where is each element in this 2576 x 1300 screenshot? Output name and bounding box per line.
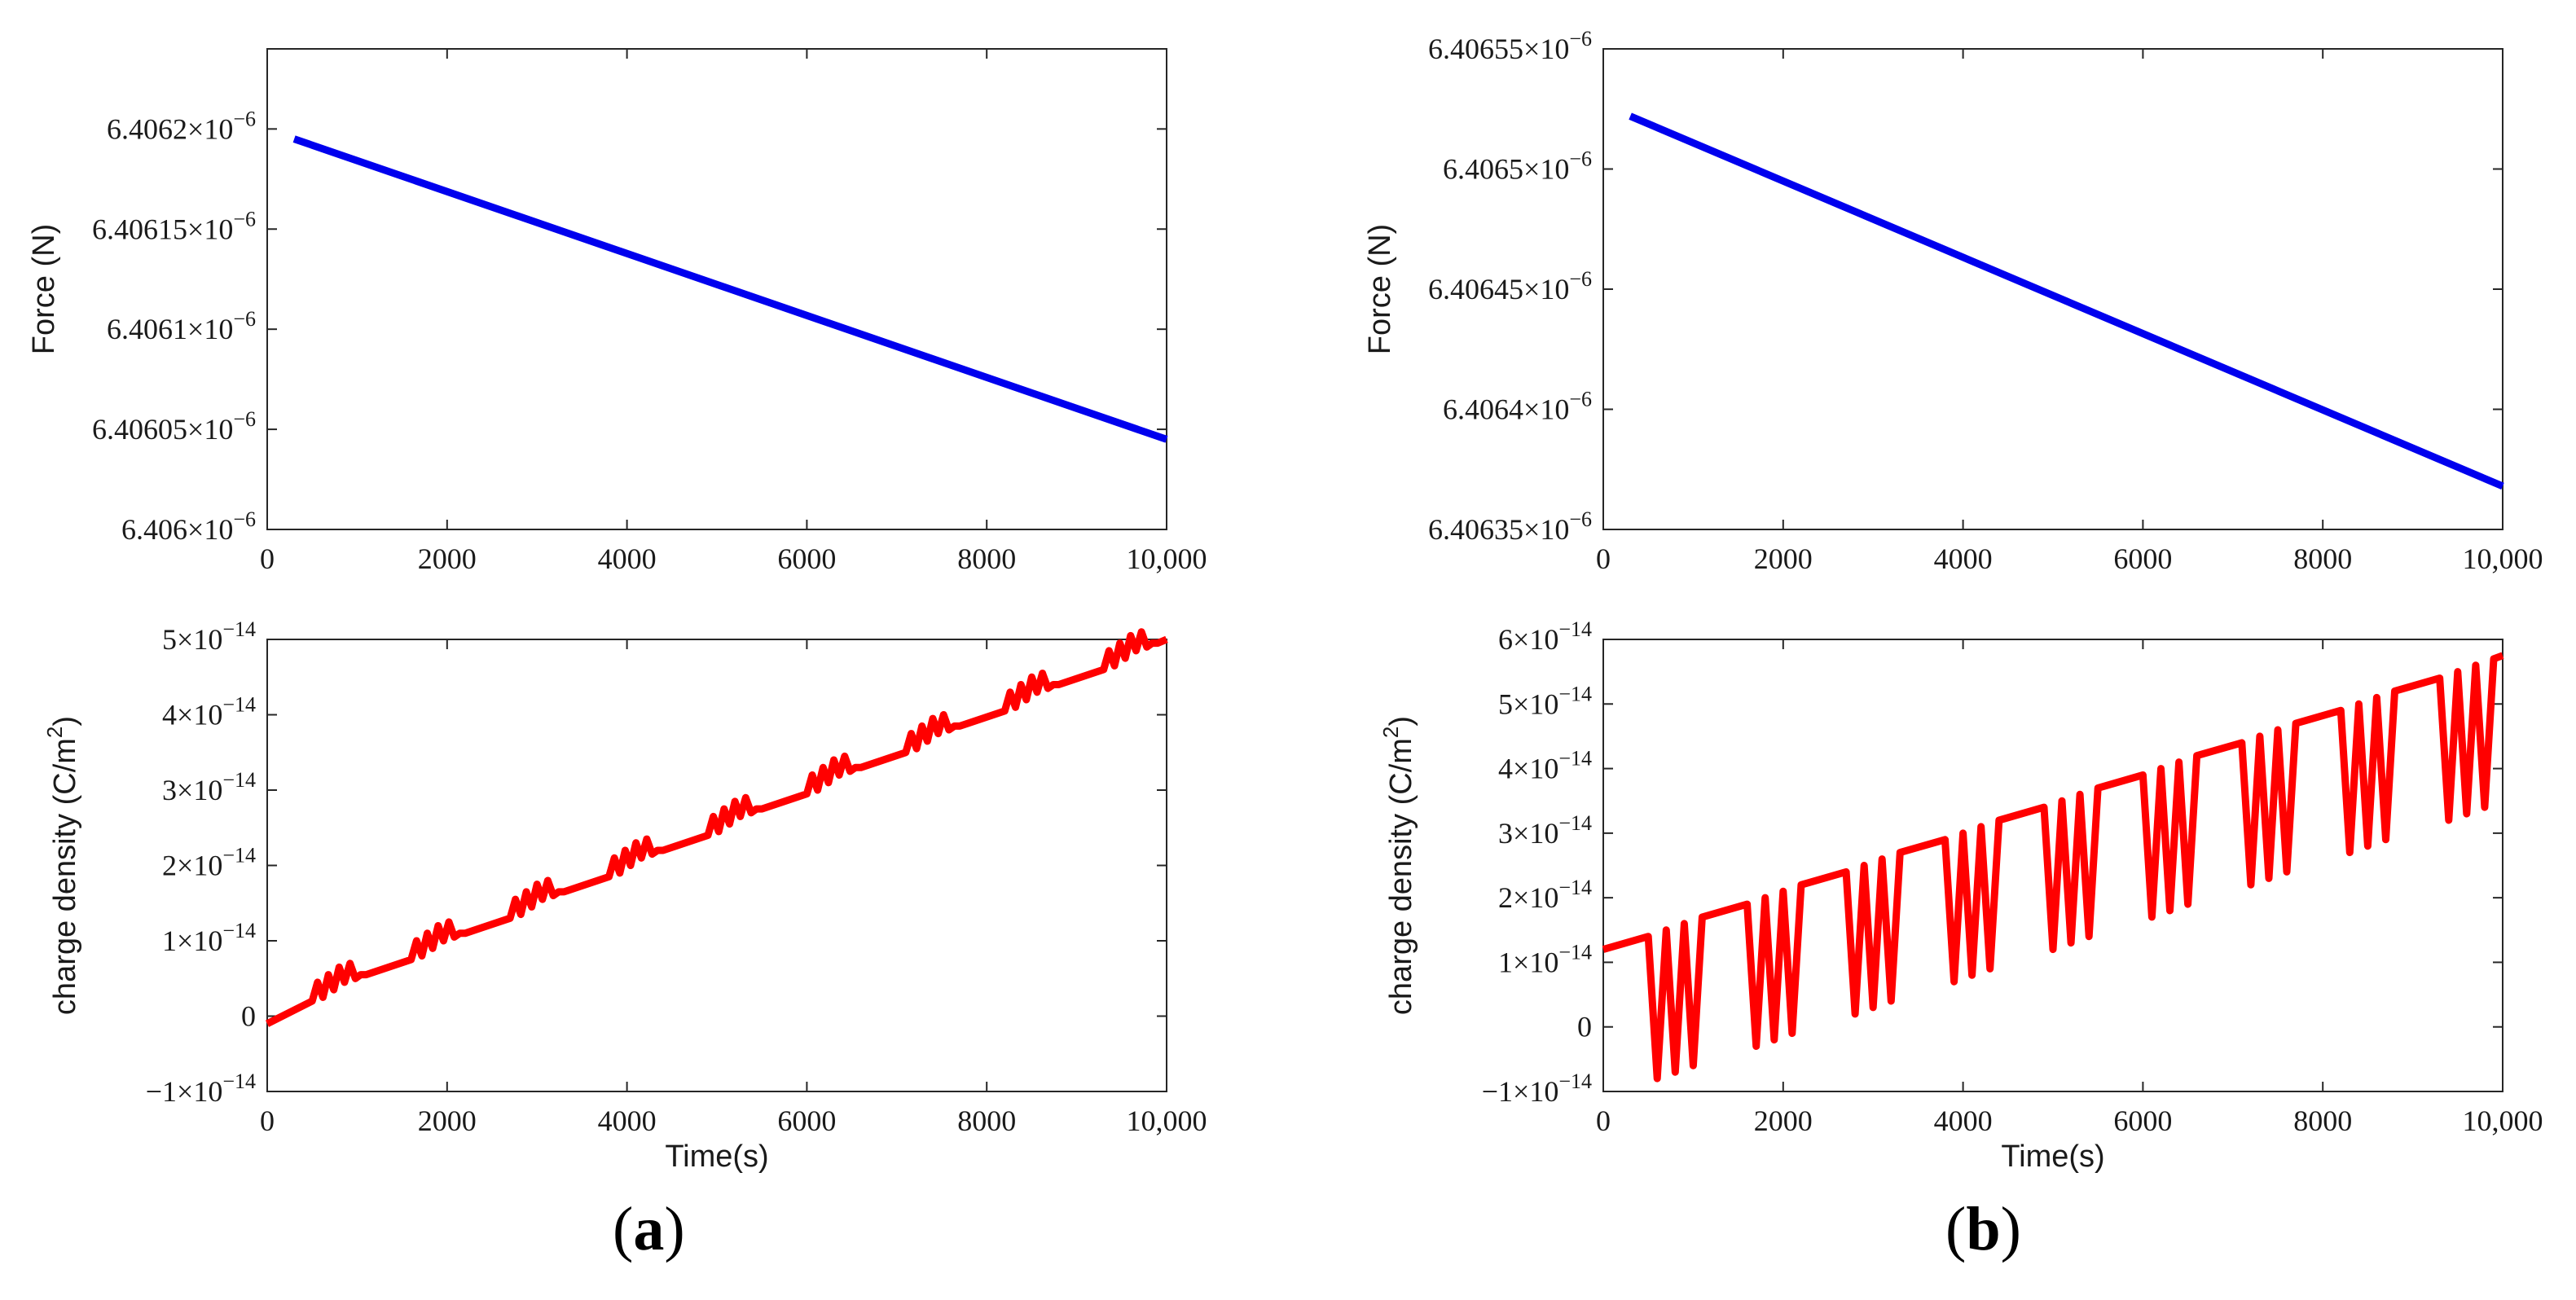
y-tick-label: 6.40605×10−6 xyxy=(92,407,256,446)
y-tick-label-exponent: −14 xyxy=(1558,1069,1592,1093)
y-tick-label-exponent: −14 xyxy=(1558,940,1592,964)
panel-label-a-letter: a xyxy=(633,1195,665,1263)
x-tick-label: 2000 xyxy=(1754,542,1813,575)
y-axis-title: Force (N) xyxy=(27,224,61,354)
plot-frame xyxy=(1602,639,2503,1092)
y-tick-label: 0 xyxy=(241,1000,256,1033)
x-tick-label: 6000 xyxy=(2113,1105,2172,1137)
panel-label-b-open: ( xyxy=(1945,1195,1967,1263)
x-tick-label: 4000 xyxy=(598,1105,657,1137)
y-tick-label: 6.40635×10−6 xyxy=(1428,507,1592,546)
series-line xyxy=(1602,652,2504,1083)
panel-label-a: (a) xyxy=(613,1194,685,1265)
y-tick-label: 2×10−14 xyxy=(1498,876,1592,914)
y-tick-label-exponent: −6 xyxy=(1569,267,1592,291)
y-tick-label: −1×10−14 xyxy=(146,1069,256,1108)
y-tick-label-exponent: −6 xyxy=(1569,27,1592,51)
x-tick-label: 8000 xyxy=(2293,542,2352,575)
chart-b-charge: 0 2000 4000 6000 8000 10,000−1×10−1401×10−142… xyxy=(1378,617,2543,1174)
y-tick-label: 6.4061×10−6 xyxy=(107,307,256,345)
y-tick-label-exponent: −14 xyxy=(222,1069,256,1093)
y-tick-label-exponent: −14 xyxy=(1558,876,1592,899)
x-tick-label: 2000 xyxy=(1754,1105,1813,1137)
y-tick-label: 6.40645×10−6 xyxy=(1428,267,1592,305)
x-tick-label: 10,000 xyxy=(2463,1105,2543,1137)
x-tick-label: 6000 xyxy=(777,1105,836,1137)
chart-b-force: 0 2000 4000 6000 8000 10,000 6.40635×10−6 6.406… xyxy=(1363,27,2543,575)
y-tick-label: 0 xyxy=(1577,1011,1592,1043)
x-tick-label: 2000 xyxy=(418,542,477,575)
y-tick-label-exponent: −14 xyxy=(1558,682,1592,705)
y-tick-label: −1×10−14 xyxy=(1482,1069,1592,1108)
panel-label-a-close: ) xyxy=(664,1195,685,1263)
y-tick-label-exponent: −14 xyxy=(1558,811,1592,835)
x-tick-label: 6000 xyxy=(2113,542,2172,575)
y-tick-label: 6.406×10−6 xyxy=(121,507,256,546)
x-axis-title: Time(s) xyxy=(2001,1140,2104,1174)
y-axis-title: charge density (C/m2) xyxy=(42,716,82,1015)
x-tick-label: 4000 xyxy=(598,542,657,575)
series-line xyxy=(265,628,1168,1027)
chart-a-charge: 0 2000 4000 6000 8000 10,000−1×10−1401×10−142… xyxy=(42,617,1207,1174)
y-tick-label-exponent: −6 xyxy=(233,207,256,231)
x-tick-label: 0 xyxy=(260,1105,275,1137)
y-tick-label-exponent: −14 xyxy=(1558,747,1592,771)
y-tick-label: 3×10−14 xyxy=(1498,811,1592,850)
y-tick-label-exponent: −14 xyxy=(222,693,256,717)
x-tick-label: 8000 xyxy=(957,1105,1016,1137)
x-tick-label: 8000 xyxy=(957,542,1016,575)
y-tick-label-exponent: −6 xyxy=(233,307,256,331)
panel-label-b-close: ) xyxy=(2000,1195,2021,1263)
y-axis-title: charge density (C/m2) xyxy=(1378,716,1418,1015)
panel-label-a-open: ( xyxy=(613,1195,634,1263)
y-tick-label: 5×10−14 xyxy=(162,617,256,656)
x-tick-label: 8000 xyxy=(2293,1105,2352,1137)
x-tick-label: 10,000 xyxy=(2463,542,2543,575)
y-tick-label: 6.4062×10−6 xyxy=(107,107,256,145)
y-tick-label: 6.40655×10−6 xyxy=(1428,27,1592,65)
y-tick-label-exponent: −6 xyxy=(1569,147,1592,171)
panel-label-b-letter: b xyxy=(1966,1195,2001,1263)
x-tick-label: 2000 xyxy=(418,1105,477,1137)
y-tick-label-exponent: −14 xyxy=(222,768,256,792)
x-tick-label: 10,000 xyxy=(1127,1105,1207,1137)
y-tick-label-exponent: −14 xyxy=(1558,617,1592,641)
y-tick-label-exponent: −6 xyxy=(233,507,256,531)
plot-frame xyxy=(266,48,1167,530)
plot-frame xyxy=(1602,48,2503,530)
y-tick-label: 2×10−14 xyxy=(162,844,256,882)
y-tick-label-exponent: −14 xyxy=(222,844,256,867)
y-tick-label: 5×10−14 xyxy=(1498,682,1592,720)
y-tick-label: 6.40615×10−6 xyxy=(92,207,256,245)
y-tick-label-exponent: −6 xyxy=(233,107,256,130)
plot-frame xyxy=(266,639,1167,1092)
y-tick-label: 1×10−14 xyxy=(1498,940,1592,978)
y-tick-label: 4×10−14 xyxy=(162,693,256,731)
y-axis-title: Force (N) xyxy=(1363,224,1397,354)
chart-a-force: 0 2000 4000 6000 8000 10,000 6.406×10−6 6.40605… xyxy=(27,48,1207,575)
series-line xyxy=(1629,112,2504,490)
x-tick-label: 0 xyxy=(260,542,275,575)
panel-label-b: (b) xyxy=(1945,1194,2021,1265)
x-axis-title: Time(s) xyxy=(665,1140,768,1174)
x-tick-label: 4000 xyxy=(1934,1105,1993,1137)
x-tick-label: 0 xyxy=(1596,542,1611,575)
y-tick-label-exponent: −6 xyxy=(1569,388,1592,411)
x-tick-label: 4000 xyxy=(1934,542,1993,575)
y-tick-label-exponent: −6 xyxy=(1569,507,1592,531)
y-tick-label: 4×10−14 xyxy=(1498,747,1592,785)
x-tick-label: 0 xyxy=(1596,1105,1611,1137)
y-tick-label-exponent: −14 xyxy=(222,617,256,641)
y-tick-label: 6.4064×10−6 xyxy=(1443,388,1592,426)
y-tick-label-exponent: −14 xyxy=(222,919,256,942)
y-tick-label: 1×10−14 xyxy=(162,919,256,957)
y-tick-label: 3×10−14 xyxy=(162,768,256,806)
y-tick-label-exponent: −6 xyxy=(233,407,256,431)
x-tick-label: 6000 xyxy=(777,542,836,575)
series-line xyxy=(292,135,1168,443)
y-tick-label: 6.4065×10−6 xyxy=(1443,147,1592,186)
x-tick-label: 10,000 xyxy=(1127,542,1207,575)
y-tick-label: 6×10−14 xyxy=(1498,617,1592,656)
